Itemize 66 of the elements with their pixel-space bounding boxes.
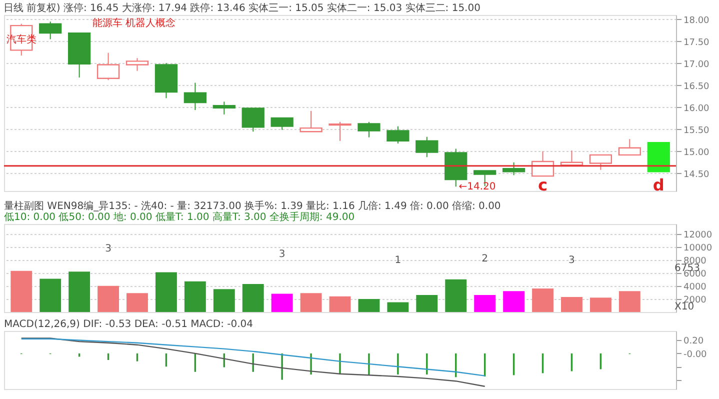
bar xyxy=(561,297,582,312)
bar xyxy=(98,286,119,312)
line-series xyxy=(20,338,486,387)
line-series xyxy=(20,338,486,376)
y-tick-label: 14.50 xyxy=(684,170,710,180)
annotation: 1 xyxy=(394,255,402,266)
annotation: c xyxy=(538,176,548,195)
y-tick-label: 15.00 xyxy=(684,148,710,158)
bar xyxy=(40,278,62,312)
candlestick xyxy=(328,121,352,142)
candlestick xyxy=(126,58,149,72)
bar xyxy=(503,291,525,312)
annotation: d xyxy=(652,176,664,195)
chart-title: 量柱副图 WEN98编_异135: - 洗40: - 量: 32173.00 换手%: 1.39 量比: 1.16 几倍: 1.49 倍: 0.00 倍缩: 0.00 xyxy=(4,200,501,212)
annotation: 能源车 机器人概念 xyxy=(92,16,176,29)
candlestick xyxy=(618,138,641,156)
bar xyxy=(618,291,640,312)
candlestick xyxy=(39,21,62,40)
y-tick-label: 17.00 xyxy=(684,60,710,70)
bar xyxy=(242,284,264,312)
y-tick-label: 4000 xyxy=(684,282,707,292)
bar xyxy=(300,293,322,312)
bar xyxy=(155,272,177,312)
chart-title: 日线 前复权) 涨停: 16.45 大涨停: 17.94 跌停: 13.46 实体三一: 15.05 实体二一: 15.03 实体三二: 15.00 xyxy=(3,2,480,14)
candlestick xyxy=(270,117,294,130)
candlestick xyxy=(184,82,206,111)
bar xyxy=(68,272,90,312)
annotation: 3 xyxy=(278,248,286,260)
candlestick xyxy=(358,121,380,138)
annotation: ←14.20 xyxy=(458,182,496,193)
candlestick xyxy=(416,136,438,158)
bar xyxy=(126,293,148,312)
bar xyxy=(445,279,467,312)
bar xyxy=(329,296,351,312)
y-tick-label: 0.20 xyxy=(684,336,704,347)
bar xyxy=(358,298,380,312)
candlestick xyxy=(96,52,120,81)
y-tick-label: 16.00 xyxy=(684,104,710,114)
bar xyxy=(213,289,235,312)
candlestick xyxy=(300,110,322,132)
annotation: 2 xyxy=(482,253,488,264)
bar xyxy=(416,295,438,312)
annotation: 3 xyxy=(568,255,575,266)
bar xyxy=(474,295,496,312)
y-tick-label: 17.50 xyxy=(684,38,710,48)
candlestick xyxy=(242,108,264,132)
y-tick-label: -0.00 xyxy=(684,350,708,360)
bar xyxy=(590,298,612,312)
bar xyxy=(532,288,554,312)
y-tick-label: 12000 xyxy=(684,230,712,240)
y-tick-label: 18.00 xyxy=(684,16,710,26)
bar xyxy=(10,270,32,312)
bar xyxy=(184,281,206,312)
candlestick xyxy=(589,154,612,170)
candlestick xyxy=(386,126,410,144)
y-tick-label: 10000 xyxy=(684,243,712,254)
bar xyxy=(271,294,293,312)
annotation: 3 xyxy=(105,244,112,255)
candlestick xyxy=(502,162,526,176)
y-tick-label: 6000 xyxy=(684,269,707,280)
candlestick xyxy=(212,101,236,115)
chart-subtitle: 低10: 0.00 低50: 0.00 地: 0.00 低量T: 1.00 高量T: 3.00 全换手周期: 49.00 xyxy=(4,211,355,223)
chart-title: MACD(12,26,9) DIF: -0.53 DEA: -0.51 MACD: -0.04 xyxy=(4,319,254,330)
y-tick-label: 16.50 xyxy=(684,82,710,92)
bar xyxy=(387,302,409,312)
y-tick-label: 15.50 xyxy=(684,126,710,136)
